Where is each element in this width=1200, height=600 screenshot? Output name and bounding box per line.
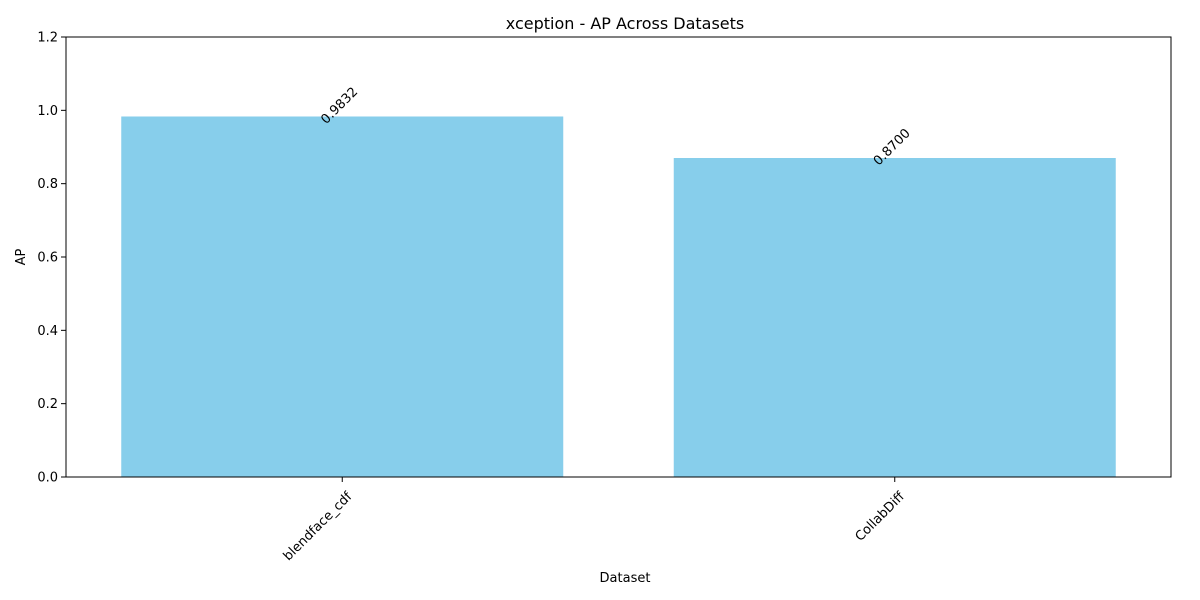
y-tick-label-2: 0.4 [37,324,58,339]
y-tick-label-5: 1.0 [37,104,58,119]
y-axis-label: AP [14,248,29,265]
x-axis-label: Dataset [600,571,651,586]
y-tick-label-3: 0.6 [37,251,58,266]
plot-frame [65,36,1172,478]
bar-0 [121,116,564,477]
chart-title: xception - AP Across Datasets [506,14,744,33]
y-tick-label-6: 1.2 [37,31,58,46]
bars-group [121,116,1116,477]
y-tick-label-4: 0.8 [37,177,58,192]
y-tick-label-0: 0.0 [37,471,58,486]
y-axis: 0.0 0.2 0.4 0.6 0.8 1.0 1.2 [37,31,66,486]
y-tick-label-1: 0.2 [37,397,58,412]
bar-1 [673,158,1116,477]
